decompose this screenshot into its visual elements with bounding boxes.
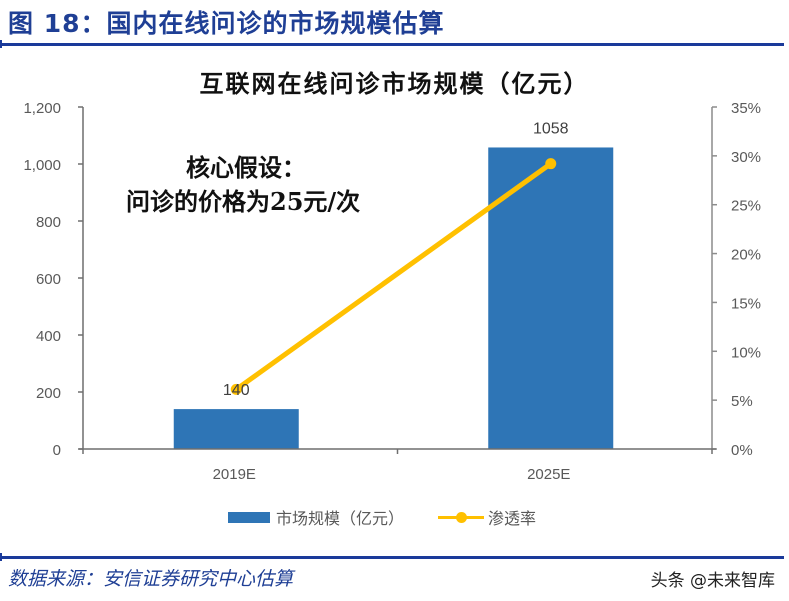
bar	[488, 147, 614, 449]
left-axis-tick-label: 600	[36, 271, 61, 288]
bar	[173, 409, 299, 449]
x-axis-tick-label: 2025E	[527, 466, 570, 483]
bar-series	[173, 147, 614, 449]
right-axis: 0% 5% 10% 15% 20% 25% 30% 35%	[711, 100, 761, 459]
chart-legend: 市场规模（亿元） 渗透率	[228, 505, 570, 529]
data-labels: 140 1058	[223, 120, 569, 399]
right-axis-tick-label: 10%	[731, 344, 761, 361]
watermark: 头条 @未来智库	[650, 571, 775, 591]
legend-label: 市场规模（亿元）	[276, 509, 405, 528]
left-axis: 0 200 400 600 800 1,000 1,200	[23, 100, 84, 459]
x-axis-tick-label: 2019E	[213, 466, 256, 483]
right-axis-tick-label: 0%	[731, 442, 753, 459]
line-series	[230, 158, 557, 395]
right-axis-tick-label: 25%	[731, 198, 761, 215]
assumption-line-2: 问诊的价格为25元/次	[126, 187, 361, 216]
data-source: 数据来源：安信证券研究中心估算	[8, 568, 294, 590]
left-axis-tick-label: 0	[53, 442, 61, 459]
line-marker	[545, 158, 557, 170]
right-axis-tick-label: 35%	[731, 100, 761, 117]
chart-title: 互联网在线问诊市场规模（亿元）	[199, 69, 590, 98]
left-axis-tick-label: 400	[36, 328, 61, 345]
legend-item-penetration: 渗透率	[438, 505, 536, 529]
left-axis-tick-label: 1,200	[23, 100, 61, 117]
left-axis-tick-label: 1,000	[23, 157, 61, 174]
bar-swatch-icon	[228, 511, 270, 523]
right-axis-tick-label: 20%	[731, 247, 761, 264]
bar-value-label: 1058	[533, 120, 569, 137]
figure-title: 图 18：国内在线问诊的市场规模估算	[8, 9, 445, 38]
left-axis-tick-label: 200	[36, 385, 61, 402]
legend-item-market-size: 市场规模（亿元）	[228, 505, 404, 529]
bar-value-label: 140	[223, 382, 250, 399]
assumption-line-1: 核心假设：	[186, 153, 306, 182]
header-rule	[0, 43, 784, 46]
right-axis-tick-label: 5%	[731, 393, 753, 410]
line-marker	[230, 383, 242, 395]
left-axis-tick-label: 800	[36, 214, 61, 231]
penetration-line	[233, 161, 554, 392]
x-axis: 2019E 2025E	[79, 448, 716, 483]
footer-rule	[0, 556, 784, 559]
right-axis-tick-label: 15%	[731, 295, 761, 312]
right-axis-tick-label: 30%	[731, 149, 761, 166]
line-marker-swatch-icon	[438, 511, 485, 523]
legend-label: 渗透率	[488, 509, 537, 528]
